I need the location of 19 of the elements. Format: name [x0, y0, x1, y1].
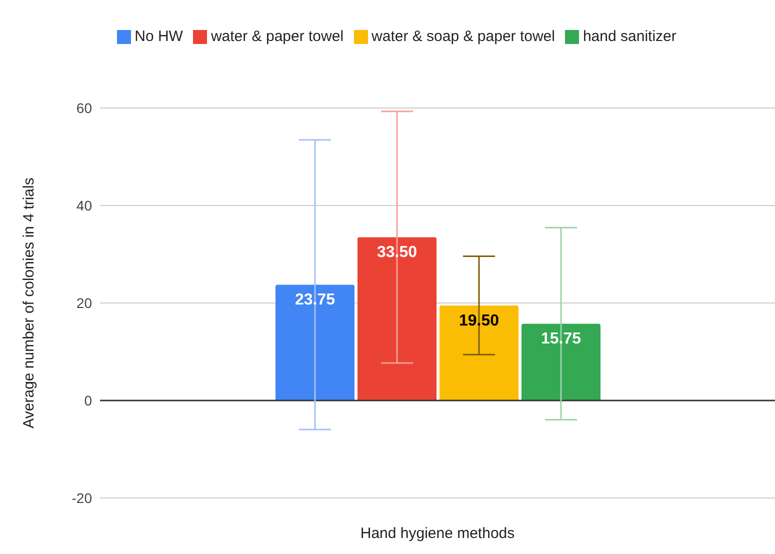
text: 15.75: [540, 330, 582, 348]
y-tick-label: 60: [76, 100, 92, 116]
x-axis-title: Hand hygiene methods: [360, 525, 515, 542]
legend-label: water & soap & paper towel: [372, 28, 555, 45]
bar: [358, 237, 436, 400]
bar: [522, 324, 600, 400]
y-axis-title: Average number of colonies in 4 trials: [20, 178, 38, 428]
y-tick-label: 0: [84, 392, 92, 408]
bar: [440, 305, 518, 400]
y-tick-label: -20: [72, 490, 92, 506]
y-tick-label: 20: [76, 294, 92, 311]
legend-label: No HW: [134, 28, 183, 45]
text: 33.50: [376, 244, 418, 262]
legend-label: water & paper towel: [210, 28, 344, 45]
legend-label: hand sanitizer: [582, 28, 676, 45]
text: 23.75: [294, 292, 336, 309]
y-tick-label: 40: [76, 197, 92, 214]
text: 19.50: [458, 312, 500, 330]
bar: [276, 284, 354, 400]
